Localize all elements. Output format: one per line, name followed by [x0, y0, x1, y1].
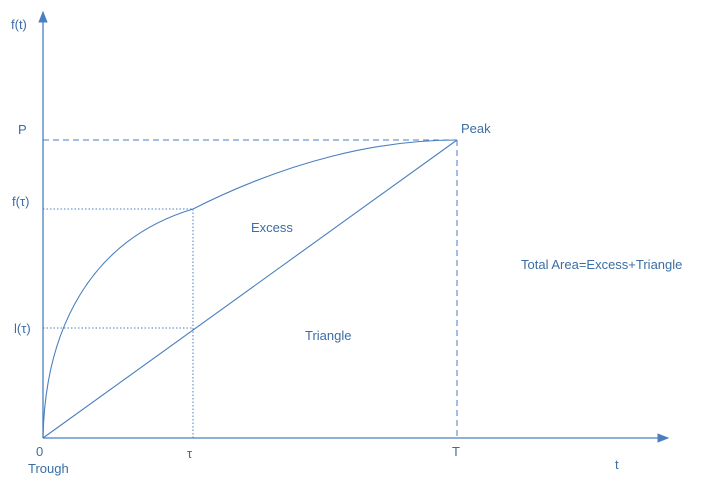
y-axis-label: f(t): [11, 17, 27, 32]
tick-label-T: T: [452, 444, 460, 459]
triangle-line: [42, 139, 458, 439]
tick-label-f-tau: f(τ): [12, 194, 29, 209]
tick-label-P: P: [18, 122, 27, 137]
tick-label-zero: 0: [36, 444, 43, 459]
excess-label: Excess: [251, 220, 293, 235]
tick-label-tau: τ: [187, 446, 193, 461]
peak-label: Peak: [461, 121, 491, 136]
total-area-label: Total Area=Excess+Triangle: [521, 257, 682, 272]
trough-label: Trough: [28, 461, 69, 476]
x-axis-label: t: [615, 457, 619, 472]
triangle-label: Triangle: [305, 328, 351, 343]
f-curve: [42, 139, 458, 439]
tick-label-l-tau: l(τ): [14, 321, 31, 336]
